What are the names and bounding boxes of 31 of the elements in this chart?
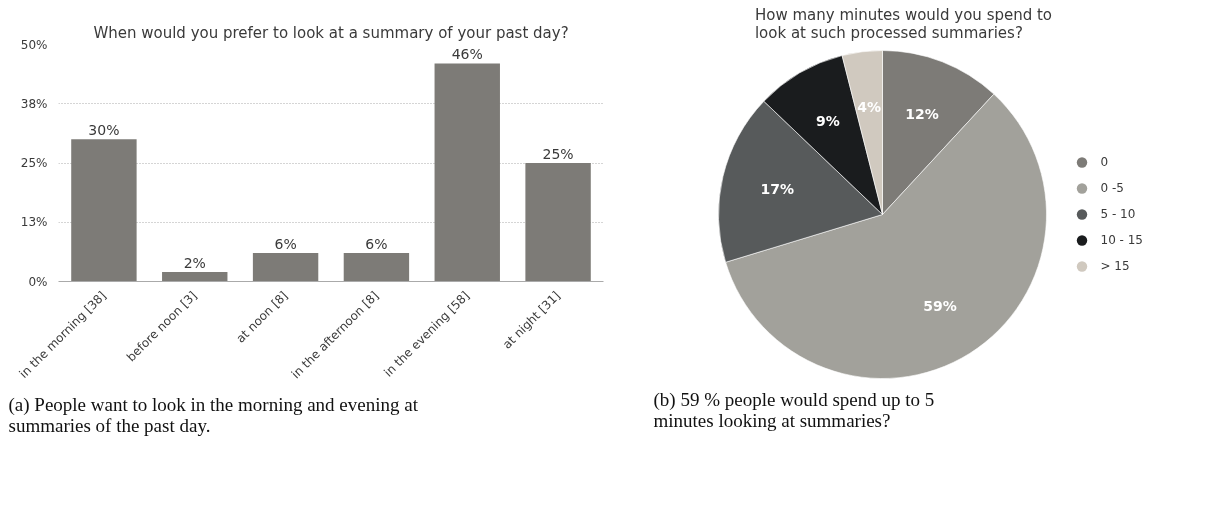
y-tick-label: 38% [20, 96, 48, 111]
y-tick-label: 0% [28, 274, 48, 289]
legend-label: 5 - 10 [1100, 207, 1136, 221]
legend-label: 10 - 15 [1100, 233, 1143, 247]
chart-title: When would you prefer to look at a summary of your past day? [93, 23, 569, 42]
y-tick-label: 50% [20, 37, 48, 52]
legend-label: > 15 [1100, 259, 1130, 273]
data-label: 12% [905, 105, 939, 122]
data-label: 2% [183, 255, 206, 272]
data-label: 17% [760, 181, 794, 198]
bar [162, 272, 228, 282]
y-tick-label: 25% [20, 156, 48, 170]
text: (a) People want to look in the morning and evening at summaries of the past day. [8, 393, 419, 436]
chart-title: How many minutes would you spend to look at such processed summaries? [754, 5, 1053, 42]
data-label: 4% [857, 99, 881, 116]
bar [343, 253, 410, 282]
bar [434, 63, 500, 282]
data-label: 59% [923, 298, 957, 315]
data-label: 25% [542, 146, 574, 162]
legend-label: 0 [1100, 155, 1110, 169]
bar [71, 139, 137, 282]
data-label: 46% [451, 46, 483, 63]
y-tick-label: 13% [20, 215, 48, 230]
data-label: 30% [88, 122, 120, 139]
legend-label: 0 -5 [1100, 181, 1124, 195]
bar [252, 253, 319, 282]
bar [525, 163, 591, 282]
text: (b) 59 % people would spend up to 5 minutes looking at summaries? [653, 388, 935, 431]
data-label: 9% [816, 113, 840, 130]
data-label: 6% [365, 236, 388, 253]
data-label: 6% [274, 236, 297, 253]
